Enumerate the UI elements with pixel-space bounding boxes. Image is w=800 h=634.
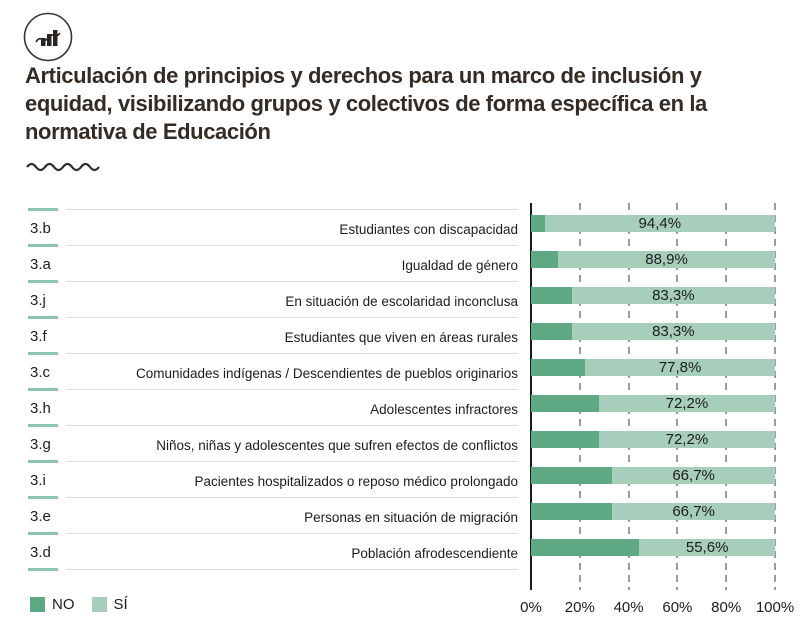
bar-no-3.b [531, 215, 545, 232]
row-dash-9 [28, 532, 58, 535]
bar-si-3.a [558, 251, 775, 268]
row-code-3.i: 3.i [30, 472, 46, 489]
bar-no-3.c [531, 359, 586, 376]
bar-si-3.h [598, 395, 775, 412]
bar-percent-3.g: 72,2% [665, 431, 709, 448]
bar-si-3.e [612, 503, 775, 520]
row-dash-8 [28, 496, 58, 499]
axis-line [529, 203, 532, 590]
row-label-3.g: Niños, niñas y adolescentes que sufren e… [156, 438, 518, 453]
row-code-3.g: 3.g [30, 436, 51, 453]
row-separator-10 [66, 569, 518, 570]
page-title: Articulación de principios y derechos pa… [25, 62, 707, 146]
bar-si-3.b [544, 215, 775, 232]
row-dash-6 [28, 424, 58, 427]
row-code-3.f: 3.f [30, 328, 47, 345]
page-title-line-1: Articulación de principios y derechos pa… [25, 63, 702, 88]
row-dash-7 [28, 460, 58, 463]
x-tick-60%: 60% [662, 599, 693, 616]
bar-percent-3.a: 88,9% [645, 251, 688, 268]
legend-no-swatch [30, 597, 45, 612]
bar-no-3.g [531, 431, 599, 448]
row-dash-5 [28, 388, 58, 391]
legend-si-label: SÍ [113, 596, 128, 613]
bar-chart-circle-icon [23, 12, 73, 62]
row-separator-1 [66, 245, 518, 246]
row-label-3.b: Estudiantes con discapacidad [339, 222, 518, 237]
row-label-3.c: Comunidades indígenas / Descendientes de… [136, 366, 518, 381]
bar-percent-3.e: 66,7% [672, 503, 715, 520]
bar-si-3.j [571, 287, 775, 304]
row-dash-2 [28, 280, 58, 283]
row-dash-4 [28, 352, 58, 355]
row-separator-0 [66, 209, 518, 210]
bar-percent-3.h: 72,2% [665, 395, 709, 412]
row-separator-4 [66, 353, 518, 354]
chart-legend: NO SÍ [30, 596, 128, 613]
row-code-3.d: 3.d [30, 544, 51, 561]
x-tick-100%: 100% [755, 599, 795, 616]
row-label-3.i: Pacientes hospitalizados o reposo médico… [194, 474, 518, 489]
row-separator-5 [66, 389, 518, 390]
x-tick-40%: 40% [613, 599, 644, 616]
row-label-3.j: En situación de escolaridad inconclusa [285, 294, 518, 309]
bar-percent-3.c: 77,8% [658, 359, 702, 376]
x-tick-0%: 0% [520, 599, 542, 616]
bar-percent-3.i: 66,7% [672, 467, 715, 484]
bar-no-3.f [531, 323, 572, 340]
row-code-3.j: 3.j [30, 292, 46, 309]
row-label-3.d: Población afrodescendiente [351, 546, 518, 561]
row-label-3.h: Adolescentes infractores [370, 402, 518, 417]
row-code-3.a: 3.a [30, 256, 51, 273]
row-label-3.a: Igualdad de género [401, 258, 518, 273]
row-dash-10 [28, 568, 58, 571]
bar-percent-3.d: 55,6% [685, 539, 729, 556]
x-tick-80%: 80% [711, 599, 742, 616]
row-code-3.c: 3.c [30, 364, 51, 381]
bar-percent-3.j: 83,3% [652, 287, 695, 304]
row-dash-1 [28, 244, 58, 247]
row-separator-8 [66, 497, 518, 498]
bar-no-3.h [531, 395, 599, 412]
bar-si-3.i [612, 467, 775, 484]
bar-no-3.e [531, 503, 613, 520]
row-code-3.e: 3.e [30, 508, 51, 525]
bar-no-3.j [531, 287, 572, 304]
page-title-line-2: equidad, visibilizando grupos y colectiv… [25, 91, 707, 116]
row-separator-3 [66, 317, 518, 318]
row-code-3.b: 3.b [30, 220, 51, 237]
row-code-3.h: 3.h [30, 400, 51, 417]
legend-si-swatch [91, 597, 107, 612]
bar-no-3.d [531, 539, 640, 556]
bar-percent-3.f: 83,3% [652, 323, 695, 340]
row-separator-2 [66, 281, 518, 282]
bar-si-3.f [571, 323, 775, 340]
page-title-line-3: normativa de Educación [25, 119, 271, 144]
squiggle-underline [26, 162, 100, 172]
x-tick-20%: 20% [564, 599, 595, 616]
row-dash-0 [28, 208, 58, 211]
row-separator-9 [66, 533, 518, 534]
row-separator-7 [66, 461, 518, 462]
bar-no-3.a [531, 251, 559, 268]
gridline-100% [774, 203, 776, 590]
row-label-3.f: Estudiantes que viven en áreas rurales [284, 330, 518, 345]
bar-si-3.c [585, 359, 775, 376]
bar-percent-3.b: 94,4% [638, 215, 682, 232]
legend-no-label: NO [52, 596, 75, 613]
bar-si-3.g [598, 431, 775, 448]
row-label-3.e: Personas en situación de migración [304, 510, 518, 525]
row-dash-3 [28, 316, 58, 319]
bar-si-3.d [639, 539, 775, 556]
row-separator-6 [66, 425, 518, 426]
bar-no-3.i [531, 467, 613, 484]
